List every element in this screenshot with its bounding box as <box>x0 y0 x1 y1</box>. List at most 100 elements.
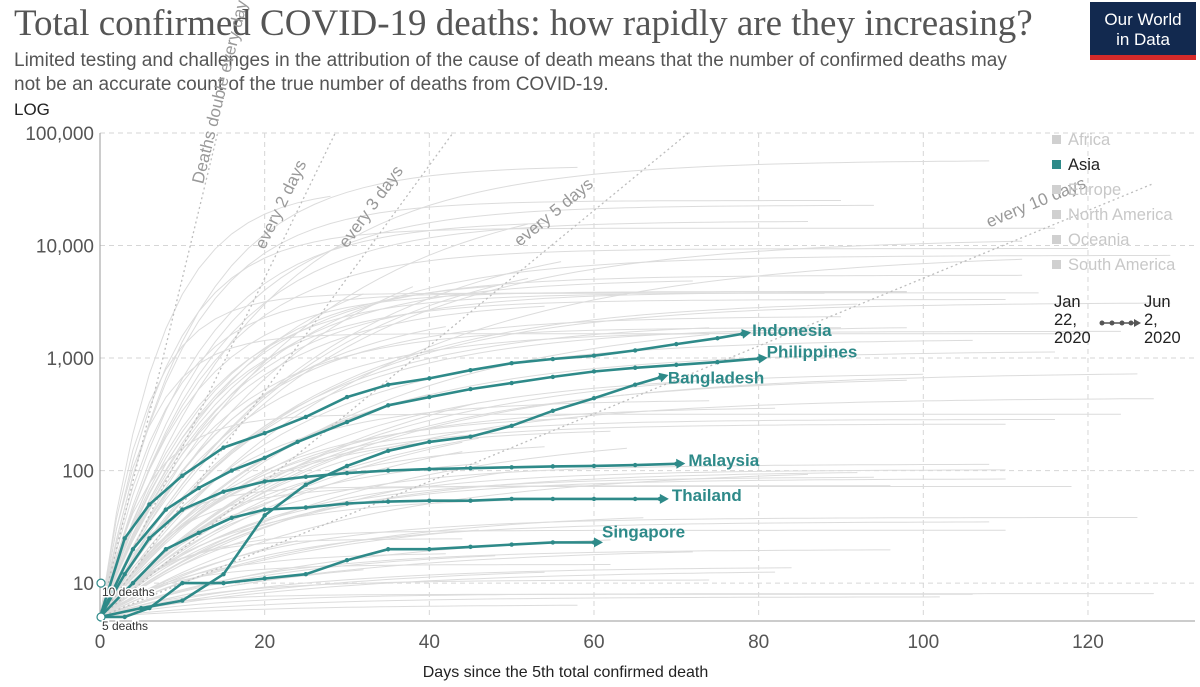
background-country-line <box>99 381 693 618</box>
background-country-line <box>99 327 710 618</box>
background-country-line <box>99 330 1121 618</box>
legend-item-south-america[interactable]: South America <box>1052 253 1175 278</box>
series-point <box>427 394 432 400</box>
y-tick-label: 100,000 <box>25 124 94 145</box>
series-point <box>262 430 267 436</box>
log-scale-toggle[interactable]: LOG <box>14 100 50 119</box>
legend-item-oceania[interactable]: Oceania <box>1052 228 1175 253</box>
series-point <box>344 501 350 506</box>
series-point <box>138 605 144 611</box>
doubling-reference-label: every 3 days <box>335 162 407 251</box>
background-country-line <box>99 564 611 618</box>
owid-logo[interactable]: Our World in Data <box>1090 2 1196 60</box>
series-point <box>163 507 169 512</box>
series-point <box>468 368 473 373</box>
y-tick-label: 100 <box>62 462 94 483</box>
series-point <box>385 403 391 408</box>
time-legend-end: Jun 2, 2020 <box>1144 293 1194 347</box>
series-point <box>591 496 597 502</box>
background-country-line <box>99 463 990 618</box>
series-point <box>591 463 597 469</box>
logo-line-1: Our World <box>1104 10 1182 29</box>
series-point <box>130 547 136 552</box>
series-point <box>163 547 169 552</box>
series-point <box>122 572 127 577</box>
series-point <box>221 489 226 494</box>
series-point <box>385 448 391 453</box>
background-country-line <box>99 334 710 618</box>
legend-label: Europe <box>1068 181 1122 199</box>
legend-label: Oceania <box>1068 231 1130 249</box>
series-line <box>98 332 743 618</box>
background-country-line <box>99 291 907 618</box>
series-label: Philippines <box>767 343 858 362</box>
series-point <box>427 547 432 552</box>
background-country-line <box>99 285 496 618</box>
background-country-line <box>99 398 1154 618</box>
series-point <box>344 470 350 476</box>
series-point <box>303 482 309 487</box>
series-point <box>262 576 267 581</box>
series-point <box>196 530 201 536</box>
background-country-line <box>99 430 611 618</box>
series-point <box>147 536 152 541</box>
background-country-line <box>99 402 479 618</box>
series-point <box>221 580 226 586</box>
background-country-line <box>99 604 578 618</box>
start-day: 22, <box>1054 311 1077 329</box>
end-day: 2, <box>1144 311 1158 329</box>
background-country-line <box>99 223 529 618</box>
series-point <box>196 485 201 491</box>
series-point <box>221 572 226 577</box>
background-country-line <box>99 200 841 618</box>
background-country-line <box>99 413 1121 618</box>
series-point <box>674 341 679 347</box>
series-point <box>344 463 350 469</box>
legend-item-asia[interactable]: Asia <box>1052 153 1175 178</box>
series-point <box>550 408 556 413</box>
start-year: 2020 <box>1054 329 1091 347</box>
series-arrowhead <box>676 458 686 469</box>
series-point <box>509 361 514 366</box>
series-point <box>385 499 391 504</box>
background-country-line <box>99 351 1056 618</box>
time-legend: Jan 22, 2020 Jun 2, 2020 <box>1054 293 1194 353</box>
background-country-line <box>99 291 907 618</box>
chart-title: Total confirmed COVID-19 deaths: how rap… <box>14 3 1033 44</box>
doubling-reference-line <box>99 132 219 618</box>
legend-label: North America <box>1068 206 1173 224</box>
background-country-line <box>99 303 858 618</box>
background-country-line <box>99 373 1138 618</box>
x-axis-title: Days since the 5th total confirmed death <box>423 664 709 681</box>
background-country-line <box>99 327 841 618</box>
series-point <box>229 515 234 521</box>
background-country-line <box>99 280 693 618</box>
y-tick-label: 1,000 <box>46 349 94 370</box>
background-country-line <box>99 254 1171 618</box>
background-country-line <box>99 517 1138 618</box>
background-country-line <box>99 540 298 618</box>
series-point <box>509 542 514 547</box>
series-point <box>509 465 514 470</box>
series-point <box>180 598 185 603</box>
legend-item-north-america[interactable]: North America <box>1052 203 1175 228</box>
series-point <box>229 468 234 473</box>
background-country-line <box>99 274 1023 618</box>
series-point <box>427 439 432 445</box>
series-point <box>715 359 720 365</box>
y-tick-label: 10,000 <box>36 237 94 258</box>
time-legend-start: Jan 22, 2020 <box>1054 293 1104 347</box>
series-point <box>715 336 720 341</box>
legend-swatch <box>1052 135 1061 144</box>
background-country-line <box>99 299 1006 618</box>
background-country-line <box>99 221 809 618</box>
legend-item-europe[interactable]: Europe <box>1052 178 1175 203</box>
background-country-line <box>99 571 776 618</box>
legend-item-africa[interactable]: Africa <box>1052 128 1175 153</box>
series-point <box>180 580 185 586</box>
series-point <box>122 536 127 541</box>
series-point <box>468 386 473 392</box>
background-country-line <box>99 478 1006 618</box>
series-point <box>385 382 391 387</box>
